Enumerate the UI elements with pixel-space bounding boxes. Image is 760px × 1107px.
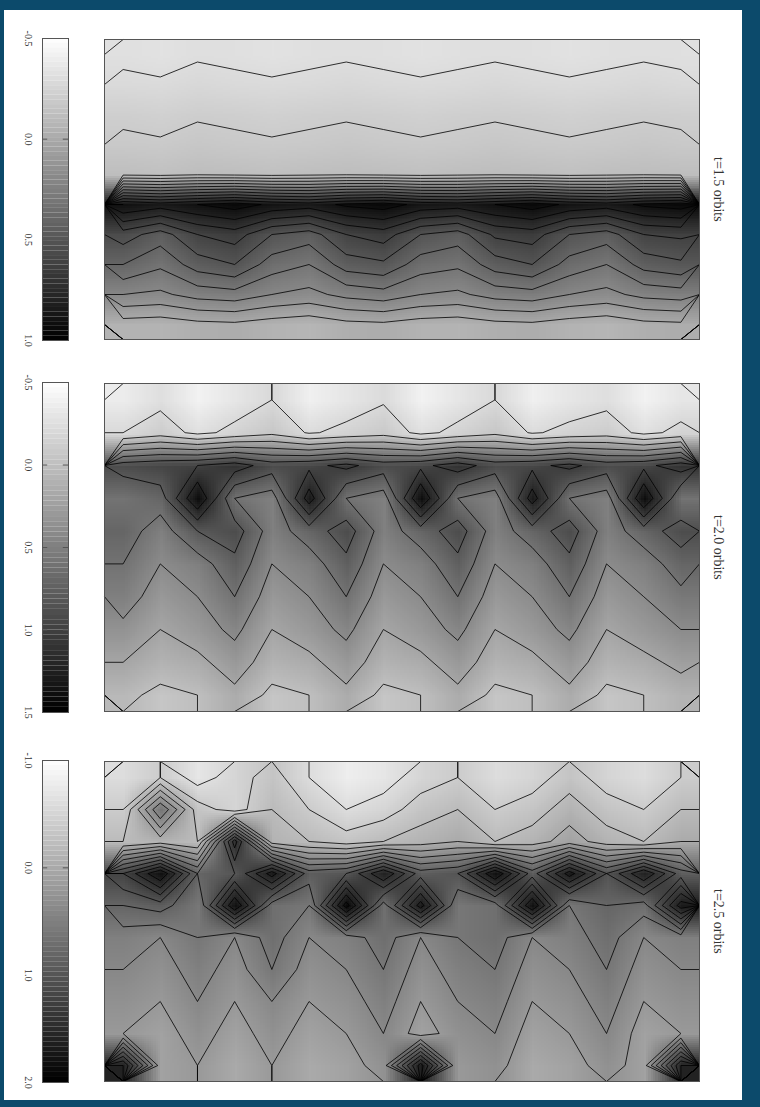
svg-text:-1.0: -1.0 [23, 753, 34, 769]
svg-text:1.5: 1.5 [23, 706, 34, 719]
svg-text:0.5: 0.5 [23, 234, 34, 247]
svg-text:2.0: 2.0 [23, 1076, 34, 1089]
html-text:t=2.5 orbits: t=2.5 orbits [711, 888, 726, 954]
html-text:t=1.5 orbits: t=1.5 orbits [711, 156, 726, 222]
svg-text:1.0: 1.0 [23, 969, 34, 982]
svg-text:0.0: 0.0 [23, 459, 34, 472]
svg-text:-0.5: -0.5 [23, 31, 34, 47]
svg-text:1.0: 1.0 [23, 624, 34, 637]
svg-text:1.0: 1.0 [23, 334, 34, 347]
svg-text:-0.5: -0.5 [23, 375, 34, 391]
svg-text:0.5: 0.5 [23, 541, 34, 554]
svg-text:0.0: 0.0 [23, 133, 34, 146]
svg-text:0.0: 0.0 [23, 862, 34, 875]
html-text:t=2.0 orbits: t=2.0 orbits [711, 514, 726, 580]
